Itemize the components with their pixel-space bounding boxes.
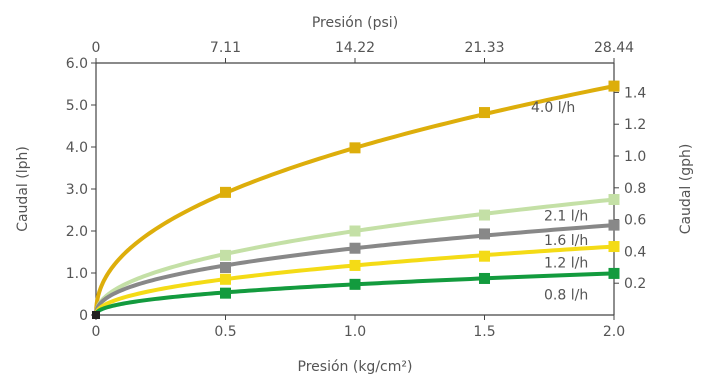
y2-tick-label: 1.4	[624, 85, 646, 101]
y-tick-label: 2.0	[66, 224, 88, 240]
y2-tick-label: 0.8	[624, 181, 646, 197]
data-point	[479, 107, 490, 119]
data-point	[220, 273, 231, 285]
data-point	[608, 80, 620, 92]
series-label: 4.0 l/h	[531, 100, 575, 116]
data-point	[349, 142, 361, 154]
x-axis-title: Presión (kg/cm²)	[298, 359, 413, 374]
x-tick-label: 2.0	[603, 324, 625, 340]
data-point	[349, 225, 361, 237]
x2-tick-label: 28.44	[594, 40, 634, 56]
series-label: 2.1 l/h	[544, 209, 588, 225]
data-point	[608, 267, 620, 279]
series-label: 0.8 l/h	[544, 287, 588, 303]
data-point	[220, 186, 231, 198]
data-point	[349, 278, 361, 290]
y-tick-label: 3.0	[66, 182, 88, 198]
data-point	[349, 259, 361, 271]
y2-axis-title: Caudal (gph)	[678, 144, 694, 235]
y2-tick-label: 1.2	[624, 117, 646, 133]
x-tick-label: 1.0	[344, 324, 366, 340]
y-axis-title: Caudal (lph)	[15, 146, 31, 232]
y-tick-label: 1.0	[66, 266, 88, 282]
data-point	[608, 219, 620, 231]
data-point	[608, 194, 620, 205]
data-point	[608, 241, 620, 253]
data-point	[220, 249, 231, 261]
y-tick-label: 0	[79, 308, 88, 324]
y-tick-label: 6.0	[66, 56, 88, 72]
x-tick-label: 0	[92, 324, 101, 340]
chart-series-labels: 4.0 l/h 2.1 l/h 1.6 l/h 1.2 l/h 0.8 l/h	[531, 100, 588, 303]
data-point	[220, 262, 231, 274]
data-point	[479, 228, 490, 240]
data-point	[349, 242, 361, 254]
y2-tick-label: 0.4	[624, 244, 646, 260]
y2-tick-label: 1.0	[624, 149, 646, 165]
data-point	[220, 287, 231, 299]
series-label: 1.6 l/h	[544, 233, 588, 249]
x2-tick-label: 7.11	[210, 40, 241, 56]
y2-tick-label: 0.6	[624, 213, 646, 229]
origin-point	[92, 311, 100, 319]
x2-tick-label: 21.33	[464, 40, 504, 56]
chart-series	[92, 80, 620, 319]
series-label: 1.2 l/h	[544, 256, 588, 272]
data-point	[479, 272, 490, 284]
y2-tick-label: 0.2	[624, 276, 646, 292]
y-tick-label: 5.0	[66, 98, 88, 114]
x2-tick-label: 14.22	[335, 40, 375, 56]
y-tick-label: 4.0	[66, 140, 88, 156]
x2-axis-title: Presión (psi)	[312, 15, 398, 31]
data-point	[479, 250, 490, 262]
chart-ticks: 0 0.5 1.0 1.5 2.0 0 7.11 14.22 21.33 28.44 0 1.0 2.0…	[66, 40, 647, 340]
data-point	[479, 209, 490, 221]
x2-tick-label: 0	[92, 40, 101, 56]
x-tick-label: 0.5	[214, 324, 236, 340]
x-tick-label: 1.5	[473, 324, 495, 340]
